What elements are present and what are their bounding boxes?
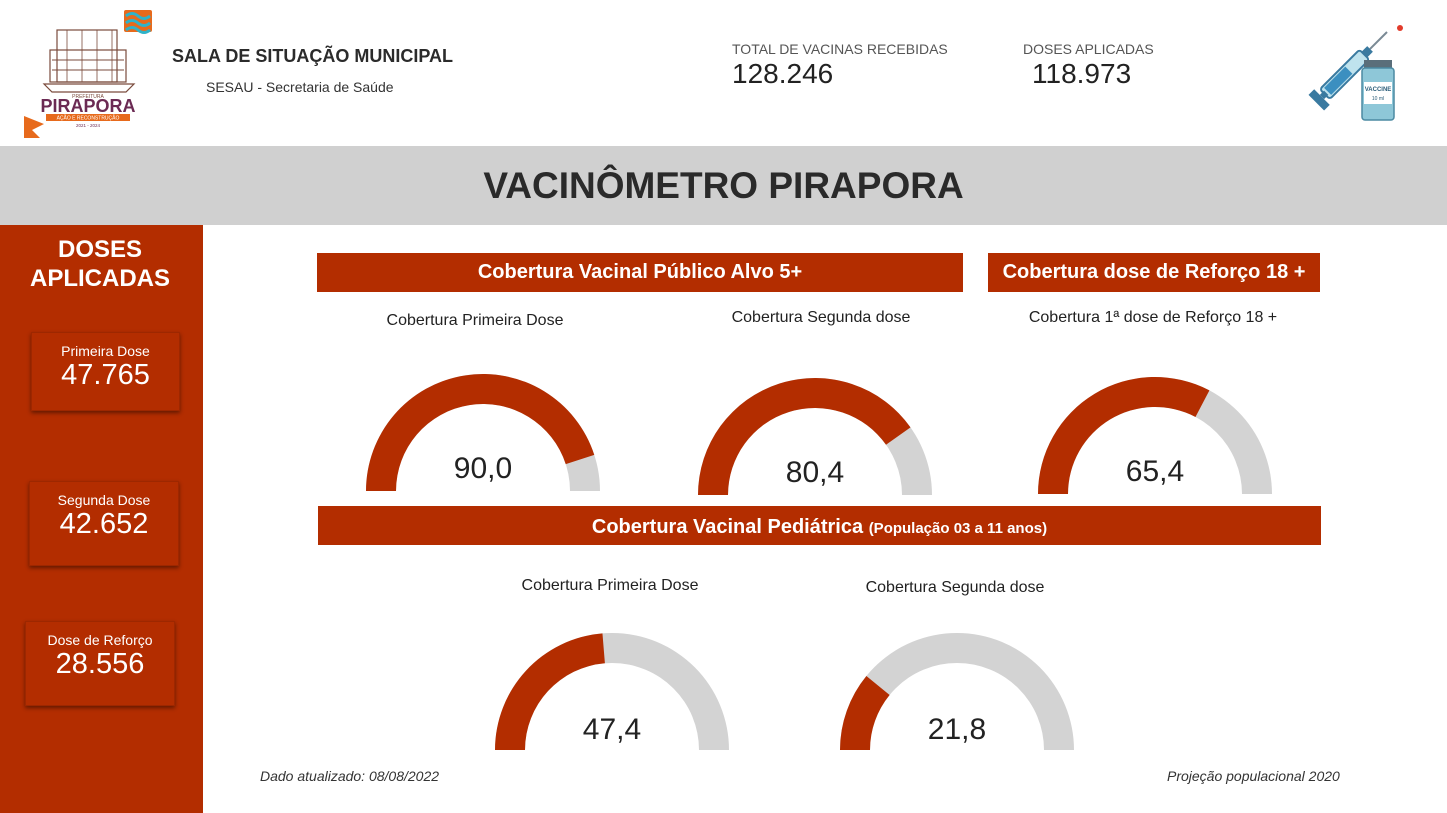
- total-received-value: 128.246: [732, 58, 834, 89]
- sidebar-doses: DOSES APLICADAS Primeira Dose 47.765 Seg…: [0, 225, 203, 813]
- svg-text:2021 - 2024: 2021 - 2024: [76, 123, 101, 128]
- gauge-fill: [840, 675, 890, 750]
- stat-value: 28.556: [55, 648, 145, 680]
- projection-note: Projeção populacional 2020: [1167, 768, 1340, 784]
- gauge-pediatric-second-dose: [840, 633, 1074, 750]
- stat-value: 47.765: [61, 359, 150, 391]
- doses-applied-label: DOSES APLICADAS: [1023, 41, 1154, 57]
- sidebar-title: DOSES APLICADAS: [29, 236, 170, 292]
- section-header-adult: Cobertura Vacinal Público Alvo 5+: [317, 253, 963, 292]
- svg-text:AÇÃO E RECONSTRUÇÃO: AÇÃO E RECONSTRUÇÃO: [57, 115, 120, 122]
- gauge-title-adult-second: Cobertura Segunda dose: [731, 309, 911, 326]
- gauge-adult-first-dose: [366, 374, 600, 491]
- gauge-booster-dose: [1038, 376, 1272, 494]
- total-received-label: TOTAL DE VACINAS RECEBIDAS: [732, 41, 948, 57]
- updated-date-note: Dado atualizado: 08/08/2022: [260, 768, 440, 784]
- gauge-title-pediatric-first: Cobertura Primeira Dose: [521, 577, 699, 594]
- gauge-track: [840, 633, 1074, 750]
- page-title: VACINÔMETRO PIRAPORA: [483, 165, 964, 206]
- gauge-fill: [698, 378, 911, 495]
- gauge-title-booster: Cobertura 1ª dose de Reforço 18 +: [1028, 309, 1278, 326]
- gauge-title-adult-first: Cobertura Primeira Dose: [386, 312, 564, 329]
- stat-card-booster-dose: Dose de Reforço 28.556: [25, 621, 175, 706]
- gauge-value-adult-second: 80,4: [785, 456, 845, 489]
- title-banner: VACINÔMETRO PIRAPORA: [0, 146, 1447, 225]
- gauge-value-adult-first: 90,0: [453, 452, 513, 485]
- org-title: SALA DE SITUAÇÃO MUNICIPAL: [172, 46, 453, 66]
- section-header-pediatric-title: Cobertura Vacinal Pediátrica: [591, 516, 864, 538]
- header: PREFEITURA PIRAPORA AÇÃO E RECONSTRUÇÃO …: [0, 0, 1447, 146]
- gauge-fill: [366, 374, 595, 491]
- svg-text:10 ml: 10 ml: [1372, 96, 1384, 102]
- gauge-value-booster: 65,4: [1125, 455, 1185, 488]
- section-header-booster: Cobertura dose de Reforço 18 +: [988, 253, 1320, 292]
- org-subtitle: SESAU - Secretaria de Saúde: [206, 79, 394, 95]
- stat-label: Segunda Dose: [57, 492, 151, 508]
- svg-text:PREFEITURA: PREFEITURA: [72, 94, 104, 100]
- stat-value: 42.652: [59, 508, 149, 540]
- section-header-pediatric: Cobertura Vacinal Pediátrica (População …: [318, 506, 1321, 545]
- gauge-adult-second-dose: [698, 378, 932, 495]
- gauge-value-pediatric-first: 47,4: [582, 713, 642, 746]
- gauge-fill: [1038, 376, 1210, 494]
- stat-card-first-dose: Primeira Dose 47.765: [31, 332, 180, 411]
- section-header-pediatric-note: (População 03 a 11 anos): [868, 520, 1048, 537]
- stat-label: Primeira Dose: [61, 343, 150, 359]
- pirapora-logo: PREFEITURA PIRAPORA AÇÃO E RECONSTRUÇÃO …: [24, 10, 152, 138]
- stat-label: Dose de Reforço: [47, 632, 153, 648]
- gauge-pediatric-first-dose: [495, 633, 729, 750]
- svg-text:PIRAPORA: PIRAPORA: [40, 96, 135, 116]
- gauge-fill: [495, 633, 605, 750]
- gauge-title-pediatric-second: Cobertura Segunda dose: [865, 579, 1045, 596]
- svg-text:VACCINE: VACCINE: [1365, 87, 1392, 93]
- syringe-vaccine-icon: VACCINE 10 ml: [1308, 25, 1403, 121]
- stat-card-second-dose: Segunda Dose 42.652: [29, 481, 179, 566]
- gauge-value-pediatric-second: 21,8: [927, 713, 987, 746]
- doses-applied-value: 118.973: [1032, 58, 1132, 89]
